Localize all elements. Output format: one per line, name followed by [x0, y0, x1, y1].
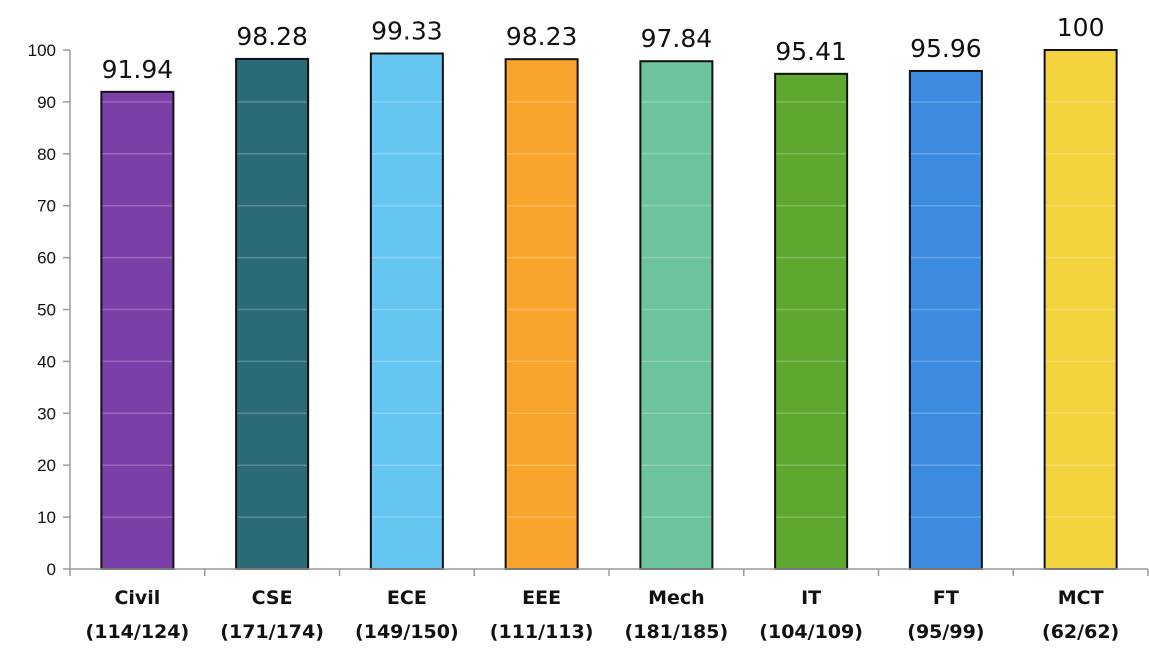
category-label: IT — [801, 587, 821, 609]
grid-layer — [102, 101, 1116, 518]
category-label: MCT — [1058, 587, 1104, 609]
y-tick-label: 60 — [37, 249, 56, 268]
data-label: 95.96 — [910, 34, 982, 63]
bar-mech — [639, 60, 714, 571]
y-tick-label: 70 — [37, 197, 56, 216]
category-sublabel: (111/113) — [490, 621, 594, 643]
y-tick-label: 30 — [37, 404, 56, 423]
y-tick-label: 10 — [37, 508, 56, 527]
category-sublabel: (114/124) — [86, 621, 190, 643]
category-sublabel: (104/109) — [759, 621, 863, 643]
y-tick-label: 20 — [37, 456, 56, 475]
data-label: 98.28 — [236, 22, 308, 51]
bar-ece — [369, 52, 444, 571]
y-tick-label: 80 — [37, 145, 56, 164]
category-label: Mech — [648, 587, 705, 609]
y-tick-label: 100 — [28, 41, 56, 60]
data-label: 97.84 — [641, 24, 713, 53]
category-label: FT — [933, 587, 959, 609]
bar-cse — [235, 57, 310, 571]
category-label: ECE — [387, 587, 427, 609]
category-sublabel: (62/62) — [1042, 621, 1119, 643]
data-label: 100 — [1057, 13, 1105, 42]
y-tick-label: 90 — [37, 93, 56, 112]
data-label: 98.23 — [506, 22, 578, 51]
y-tick-label: 50 — [37, 301, 56, 320]
bar-civil — [100, 90, 175, 571]
category-label: EEE — [522, 587, 561, 609]
y-tick-label: 40 — [37, 352, 56, 371]
category-sublabel: (149/150) — [355, 621, 459, 643]
bar-layer — [100, 49, 1118, 571]
data-label: 95.41 — [775, 37, 847, 66]
bar-it — [774, 72, 849, 570]
category-label: Civil — [114, 587, 160, 609]
category-sublabel: (171/174) — [220, 621, 324, 643]
bar-eee — [504, 58, 579, 570]
bar-ft — [908, 69, 983, 571]
label-layer: 0 10 20 30 40 50 60 70 80 90 100 91.94 Civil (114/124… — [28, 13, 1120, 643]
data-label: 91.94 — [102, 55, 174, 84]
axis-layer — [63, 49, 1149, 576]
y-tick-label: 0 — [47, 560, 56, 579]
bar-mct — [1043, 49, 1118, 570]
data-label: 99.33 — [371, 16, 443, 45]
category-sublabel: (95/99) — [907, 621, 984, 643]
category-label: CSE — [252, 587, 293, 609]
category-sublabel: (181/185) — [625, 621, 729, 643]
